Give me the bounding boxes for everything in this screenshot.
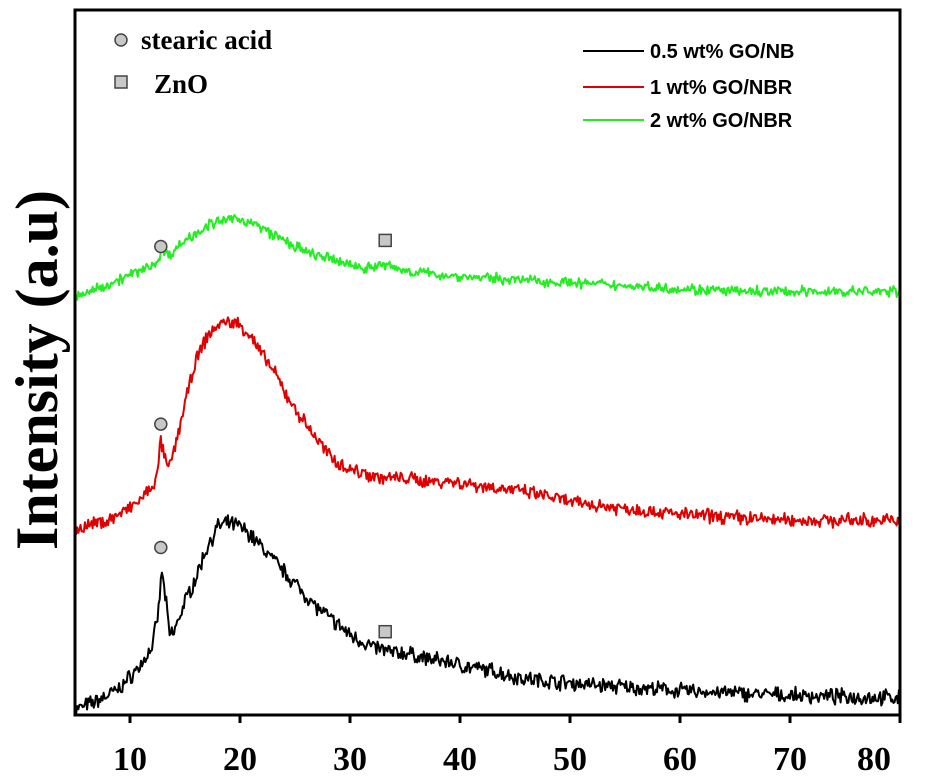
x-tick-label-80: 80 (857, 741, 891, 778)
zno-key-icon (114, 75, 128, 89)
marker-key: stearic acid ZnO (114, 25, 272, 99)
peak-markers (154, 233, 392, 639)
y-axis-label: Intensity (a.u) (4, 190, 70, 550)
x-tick-label-20: 20 (223, 741, 257, 778)
series-line-2 (74, 214, 901, 301)
legend: 0.5 wt% GO/NB 1 wt% GO/NBR 2 wt% GO/NBR (583, 41, 794, 132)
stearic-acid-key-icon (114, 33, 128, 47)
zno-marker-1 (378, 233, 392, 248)
legend-label-0: 0.5 wt% GO/NB (650, 41, 794, 63)
stearic-acid-marker-2 (154, 239, 168, 254)
x-tick-label-50: 50 (553, 741, 587, 778)
zno-key-label: ZnO (154, 69, 208, 99)
x-axis: 10 20 30 40 50 60 70 80 (113, 715, 902, 778)
legend-label-2: 2 wt% GO/NBR (650, 110, 793, 132)
stearic-acid-marker-1 (154, 417, 168, 431)
x-tick-label-40: 40 (443, 741, 477, 778)
stearic-acid-key-label: stearic acid (141, 25, 272, 55)
x-tick-label-60: 60 (663, 741, 697, 778)
series-layer (74, 214, 901, 715)
series-line-1 (74, 316, 901, 536)
zno-marker-0 (378, 624, 392, 639)
plot-frame (73, 8, 902, 717)
stearic-acid-marker-0 (154, 540, 168, 555)
x-tick-label-30: 30 (333, 741, 367, 778)
x-tick-label-10: 10 (113, 741, 147, 778)
legend-label-1: 1 wt% GO/NBR (650, 77, 793, 99)
series-line-0 (74, 514, 901, 715)
x-tick-label-70: 70 (773, 741, 807, 778)
